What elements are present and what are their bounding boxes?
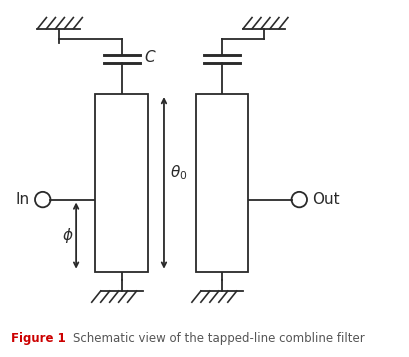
Bar	[196, 94, 248, 272]
Text: In: In	[16, 192, 30, 207]
Text: $C$: $C$	[144, 49, 157, 65]
Text: $\theta_0$: $\theta_0$	[170, 163, 188, 182]
Bar	[95, 94, 148, 272]
Text: Figure 1: Figure 1	[11, 332, 66, 346]
Text: Out: Out	[312, 192, 340, 207]
Text: Schematic view of the tapped-line combline filter: Schematic view of the tapped-line combli…	[73, 332, 364, 346]
Text: $\phi$: $\phi$	[61, 226, 73, 245]
